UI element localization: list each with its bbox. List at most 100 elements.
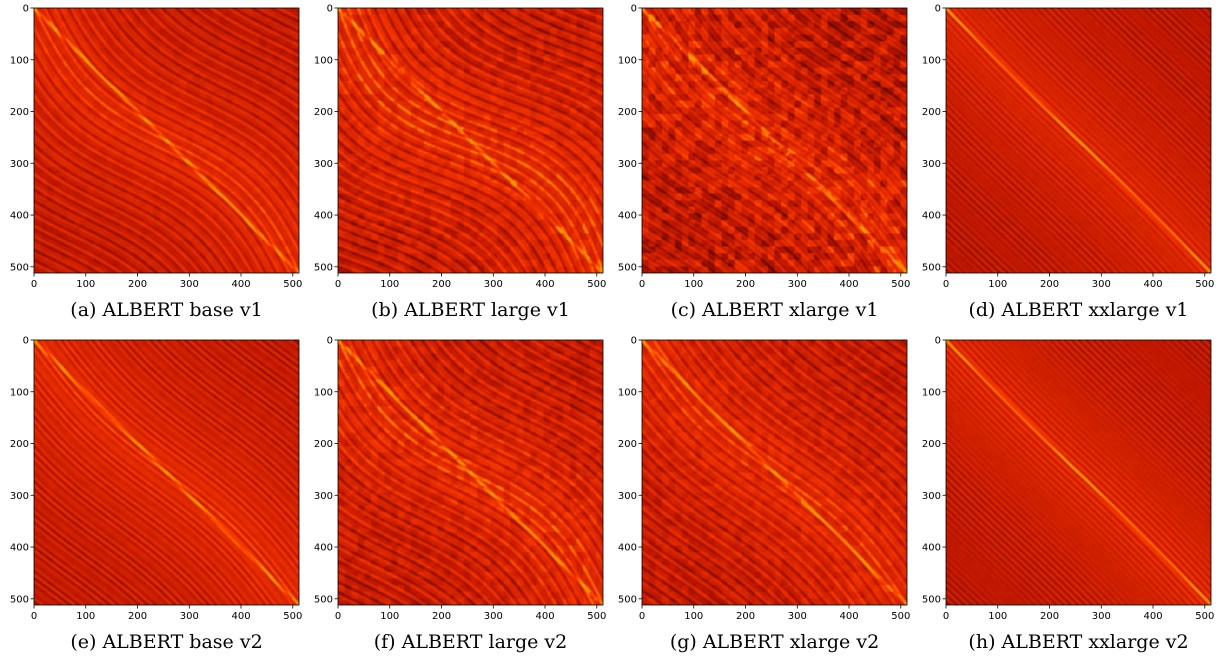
x-tick-label: 400 [839, 279, 858, 290]
x-tick-label: 200 [1040, 279, 1059, 290]
x-tick-label: 0 [943, 279, 949, 290]
y-tick-label: 300 [314, 159, 333, 170]
x-tick-label: 200 [128, 611, 147, 622]
x-tick-label: 0 [639, 279, 645, 290]
y-tick-label: 0 [327, 4, 333, 15]
y-tick-label: 0 [935, 336, 941, 347]
x-tick-label: 200 [736, 611, 755, 622]
y-tick-label: 200 [314, 439, 333, 450]
y-tick-label: 500 [618, 262, 637, 273]
x-tick-label: 0 [943, 611, 949, 622]
y-tick-label: 200 [618, 439, 637, 450]
y-tick-label: 100 [922, 55, 941, 66]
y-tick-label: 500 [10, 262, 29, 273]
plot-frame [33, 339, 300, 606]
x-tick-label: 400 [231, 611, 250, 622]
heatmap-image [34, 8, 299, 273]
x-tick-label: 300 [484, 611, 503, 622]
y-tick-label: 200 [314, 107, 333, 118]
x-tick-label: 300 [180, 611, 199, 622]
y-tick-label: 100 [314, 387, 333, 398]
heatmap-image [338, 340, 603, 605]
x-tick-label: 200 [432, 279, 451, 290]
plot-frame [337, 339, 604, 606]
y-tick-label: 400 [922, 211, 941, 222]
panel-caption: (a) ALBERT base v1 [70, 299, 262, 321]
heatmap-image [642, 340, 907, 605]
x-tick-label: 100 [988, 279, 1007, 290]
x-tick-label: 400 [1143, 611, 1162, 622]
x-tick-label: 300 [1092, 611, 1111, 622]
y-tick-label: 300 [922, 159, 941, 170]
x-tick-label: 400 [535, 279, 554, 290]
y-tick-label: 0 [631, 4, 637, 15]
x-tick-label: 500 [283, 611, 302, 622]
heatmap-image [946, 8, 1211, 273]
x-tick-label: 300 [484, 279, 503, 290]
x-tick-label: 300 [1092, 279, 1111, 290]
x-tick-label: 500 [283, 279, 302, 290]
panel-caption: (h) ALBERT xxlarge v2 [968, 631, 1188, 653]
y-tick-label: 400 [314, 543, 333, 554]
y-tick-label: 300 [922, 491, 941, 502]
plot-frame [641, 7, 908, 274]
y-tick-label: 100 [10, 387, 29, 398]
y-tick-label: 500 [922, 262, 941, 273]
y-tick-label: 300 [618, 159, 637, 170]
y-tick-label: 200 [618, 107, 637, 118]
y-tick-label: 0 [631, 336, 637, 347]
heatmap-image [946, 340, 1211, 605]
x-tick-label: 100 [988, 611, 1007, 622]
y-tick-label: 200 [922, 439, 941, 450]
x-tick-label: 0 [639, 611, 645, 622]
y-tick-label: 300 [314, 491, 333, 502]
panel-caption: (g) ALBERT xlarge v2 [670, 631, 879, 653]
y-tick-label: 100 [922, 387, 941, 398]
x-tick-label: 200 [432, 611, 451, 622]
x-tick-label: 0 [335, 611, 341, 622]
y-tick-label: 400 [922, 543, 941, 554]
y-tick-label: 0 [23, 336, 29, 347]
x-tick-label: 500 [1195, 279, 1214, 290]
plot-frame [337, 7, 604, 274]
x-tick-label: 100 [380, 611, 399, 622]
x-tick-label: 100 [380, 279, 399, 290]
x-tick-label: 400 [231, 279, 250, 290]
x-tick-label: 300 [788, 611, 807, 622]
panel-caption: (b) ALBERT large v1 [371, 299, 570, 321]
x-tick-label: 400 [839, 611, 858, 622]
x-tick-label: 200 [736, 279, 755, 290]
y-tick-label: 0 [327, 336, 333, 347]
panel-caption: (e) ALBERT base v2 [70, 631, 262, 653]
x-tick-label: 0 [335, 279, 341, 290]
x-tick-label: 200 [1040, 611, 1059, 622]
y-tick-label: 300 [10, 491, 29, 502]
y-tick-label: 400 [314, 211, 333, 222]
y-tick-label: 400 [10, 543, 29, 554]
y-tick-label: 300 [618, 491, 637, 502]
panel-caption: (f) ALBERT large v2 [374, 631, 568, 653]
x-tick-label: 100 [684, 611, 703, 622]
x-tick-label: 500 [587, 611, 606, 622]
x-tick-label: 500 [891, 279, 910, 290]
y-tick-label: 0 [935, 4, 941, 15]
plot-frame [641, 339, 908, 606]
y-tick-label: 200 [10, 107, 29, 118]
x-tick-label: 100 [76, 611, 95, 622]
y-tick-label: 100 [10, 55, 29, 66]
x-tick-label: 0 [31, 611, 37, 622]
x-tick-label: 500 [891, 611, 910, 622]
x-tick-label: 100 [684, 279, 703, 290]
y-tick-label: 0 [23, 4, 29, 15]
y-tick-label: 500 [314, 262, 333, 273]
y-tick-label: 500 [618, 594, 637, 605]
y-tick-label: 500 [314, 594, 333, 605]
heatmap-image [338, 8, 603, 273]
panel-caption: (c) ALBERT xlarge v1 [671, 299, 879, 321]
